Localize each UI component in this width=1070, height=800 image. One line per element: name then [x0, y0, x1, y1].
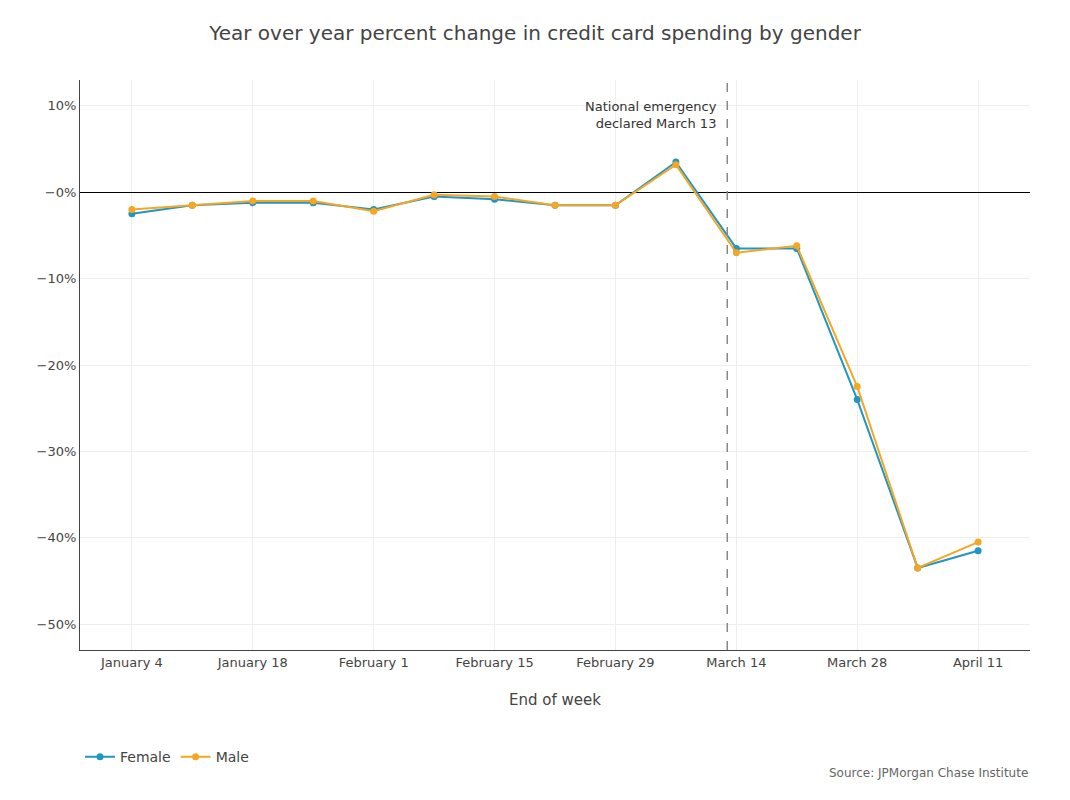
svg-text:Female: Female: [120, 749, 171, 765]
svg-text:February 1: February 1: [339, 655, 409, 670]
svg-text:−40%: −40%: [37, 530, 77, 545]
svg-text:−10%: −10%: [37, 271, 77, 286]
svg-text:March 14: March 14: [706, 655, 766, 670]
svg-text:−0%: −0%: [45, 185, 77, 200]
svg-text:January 4: January 4: [100, 655, 163, 670]
svg-text:National emergencydeclared Mar: National emergencydeclared March 13: [585, 99, 717, 131]
svg-text:10%: 10%: [47, 98, 76, 113]
svg-text:Source: JPMorgan Chase Institu: Source: JPMorgan Chase Institute: [829, 766, 1028, 780]
svg-text:Male: Male: [216, 749, 249, 765]
svg-text:End of week: End of week: [509, 691, 601, 709]
svg-text:Year over year percent change: Year over year percent change in credit …: [208, 21, 861, 45]
svg-text:−30%: −30%: [37, 444, 77, 459]
svg-text:−20%: −20%: [37, 358, 77, 373]
svg-text:February 15: February 15: [455, 655, 533, 670]
svg-text:−50%: −50%: [37, 617, 77, 632]
svg-text:March 28: March 28: [827, 655, 887, 670]
svg-text:February 29: February 29: [576, 655, 654, 670]
svg-text:April 11: April 11: [953, 655, 1003, 670]
svg-text:January 18: January 18: [217, 655, 288, 670]
